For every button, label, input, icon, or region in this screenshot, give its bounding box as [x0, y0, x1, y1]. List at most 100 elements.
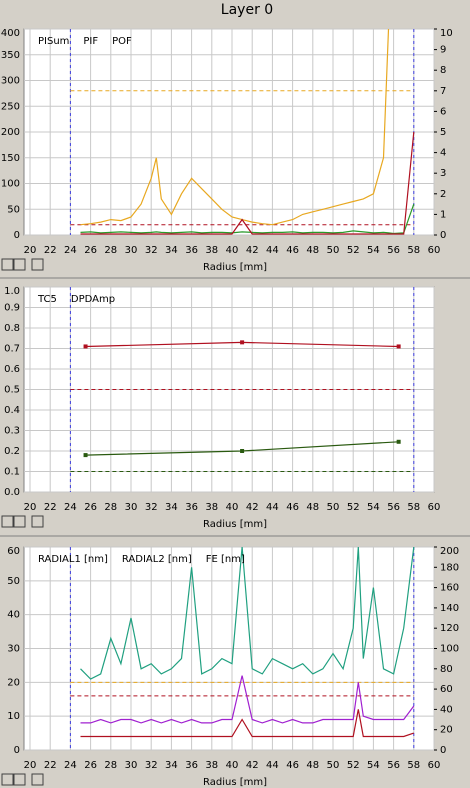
- x-tick-label: 34: [165, 760, 178, 771]
- legend-entry: FE [nm]: [206, 554, 245, 565]
- y2-tick-label: 3: [440, 168, 446, 179]
- x-tick-label: 60: [428, 760, 441, 771]
- y-tick-label: 1.0: [4, 286, 20, 297]
- x-tick-label: 20: [24, 245, 37, 256]
- series-line: [80, 29, 390, 226]
- y-tick-label: 400: [1, 28, 20, 39]
- y2-tick-label: 4: [440, 148, 446, 159]
- x-tick-label: 46: [286, 502, 299, 513]
- point: [396, 439, 401, 444]
- x-tick-label: 38: [205, 760, 218, 771]
- x-tick-label: 52: [347, 245, 360, 256]
- y-tick-label: 100: [1, 179, 20, 190]
- x-tick-label: 42: [246, 760, 259, 771]
- x-tick-label: 32: [145, 760, 158, 771]
- y-tick-label: 0: [14, 230, 20, 241]
- y-tick-label: 0.1: [4, 467, 20, 478]
- x-tick-label: 58: [407, 502, 420, 513]
- y2-tick-label: 6: [440, 106, 446, 117]
- point: [83, 344, 88, 349]
- y2-tick-label: 10: [440, 28, 453, 39]
- y2-tick-label: 0: [440, 230, 446, 241]
- y-tick-label: 200: [1, 127, 20, 138]
- toolbar-plus[interactable]: [13, 258, 26, 271]
- x-tick-label: 28: [104, 502, 117, 513]
- series-line: [80, 675, 415, 724]
- x-tick-label: 20: [24, 502, 37, 513]
- y-tick-label: 30: [7, 644, 20, 655]
- y-tick-label: 60: [7, 546, 20, 557]
- toolbar-hand[interactable]: [31, 515, 44, 528]
- x-tick-label: 50: [327, 760, 340, 771]
- x-tick-label: 60: [428, 502, 441, 513]
- x-tick-label: 40: [226, 245, 239, 256]
- x-tick-label: 36: [185, 502, 198, 513]
- y2-tick-label: 1: [440, 209, 446, 220]
- y-tick-label: 350: [1, 50, 20, 61]
- y2-tick-label: 7: [440, 86, 446, 97]
- x-tick-label: 60: [428, 245, 441, 256]
- x-tick-label: 40: [226, 502, 239, 513]
- x-tick-label: 44: [266, 502, 279, 513]
- y2-tick-label: 20: [440, 725, 453, 736]
- y2-tick-label: 5: [440, 127, 446, 138]
- point: [396, 344, 401, 349]
- toolbar-zoom[interactable]: [1, 773, 14, 786]
- x-tick-label: 24: [64, 502, 77, 513]
- y2-tick-label: 160: [440, 583, 459, 594]
- toolbar-hand[interactable]: [31, 773, 44, 786]
- x-tick-label: 26: [84, 502, 97, 513]
- point: [240, 449, 245, 453]
- x-axis-label: Radius [mm]: [203, 519, 267, 530]
- y-tick-label: 20: [7, 677, 20, 688]
- x-tick-label: 50: [327, 245, 340, 256]
- y2-tick-label: 9: [440, 45, 446, 56]
- legend-entry: PISum: [38, 36, 69, 47]
- x-tick-label: 34: [165, 502, 178, 513]
- x-tick-label: 56: [387, 760, 400, 771]
- x-tick-label: 30: [125, 760, 138, 771]
- x-tick-label: 48: [306, 760, 319, 771]
- x-tick-label: 48: [306, 245, 319, 256]
- x-tick-label: 24: [64, 760, 77, 771]
- x-tick-label: 36: [185, 245, 198, 256]
- toolbar-zoom[interactable]: [1, 515, 14, 528]
- x-axis-label: Radius [mm]: [203, 262, 267, 273]
- y-tick-label: 10: [7, 711, 20, 722]
- y-tick-label: 0: [14, 745, 20, 756]
- y-tick-label: 50: [7, 576, 20, 587]
- y-tick-label: 50: [7, 204, 20, 215]
- toolbar-hand[interactable]: [31, 258, 44, 271]
- y2-tick-label: 140: [440, 603, 459, 614]
- toolbar-zoom[interactable]: [1, 258, 14, 271]
- x-tick-label: 52: [347, 760, 360, 771]
- x-tick-label: 56: [387, 502, 400, 513]
- x-tick-label: 52: [347, 502, 360, 513]
- x-tick-label: 24: [64, 245, 77, 256]
- x-tick-label: 54: [367, 502, 380, 513]
- toolbar-plus[interactable]: [13, 773, 26, 786]
- toolbar-plus[interactable]: [13, 515, 26, 528]
- x-tick-label: 38: [205, 245, 218, 256]
- y2-tick-label: 0: [440, 745, 446, 756]
- y-tick-label: 0.9: [4, 303, 20, 314]
- series-line: [80, 709, 414, 738]
- point: [83, 453, 88, 458]
- x-tick-label: 28: [104, 245, 117, 256]
- x-tick-label: 54: [367, 760, 380, 771]
- x-tick-label: 50: [327, 502, 340, 513]
- y2-tick-label: 100: [440, 644, 459, 655]
- series-line: [80, 547, 415, 680]
- x-tick-label: 22: [44, 502, 57, 513]
- y2-tick-label: 2: [440, 189, 446, 200]
- x-tick-label: 20: [24, 760, 37, 771]
- x-tick-label: 56: [387, 245, 400, 256]
- x-tick-label: 32: [145, 502, 158, 513]
- y2-tick-label: 200: [440, 546, 459, 557]
- x-tick-label: 30: [125, 245, 138, 256]
- x-tick-label: 40: [226, 760, 239, 771]
- x-tick-label: 22: [44, 760, 57, 771]
- y-tick-label: 0.7: [4, 344, 20, 355]
- x-tick-label: 38: [205, 502, 218, 513]
